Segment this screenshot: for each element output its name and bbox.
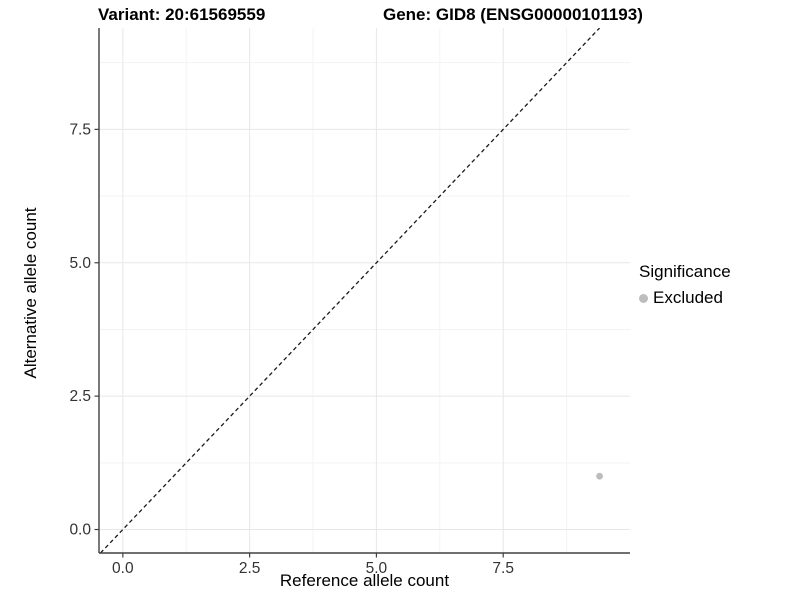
x-tick-label: 5.0 <box>366 560 388 577</box>
x-axis-title: Reference allele count <box>279 571 450 590</box>
data-point <box>596 472 603 480</box>
gene-title: Gene: GID8 (ENSG00000101193) <box>383 5 643 24</box>
y-tick-label: 2.5 <box>69 388 91 405</box>
x-tick-label: 7.5 <box>492 560 514 577</box>
legend-title: Significance <box>639 262 731 281</box>
y-tick-label: 7.5 <box>69 121 91 138</box>
y-tick-label: 0.0 <box>69 522 91 539</box>
legend: Significance Excluded <box>639 262 731 308</box>
y-axis-title: Alternative allele count <box>21 207 40 379</box>
identity-line <box>100 28 601 553</box>
variant-title: Variant: 20:61569559 <box>98 5 266 24</box>
legend-entry-label: Excluded <box>653 288 723 307</box>
x-tick-label: 2.5 <box>239 560 261 577</box>
legend-entry-excluded: Excluded <box>639 288 731 308</box>
y-tick-label: 5.0 <box>69 255 91 272</box>
legend-marker-dot <box>639 293 648 303</box>
x-tick-label: 0.0 <box>112 560 134 577</box>
